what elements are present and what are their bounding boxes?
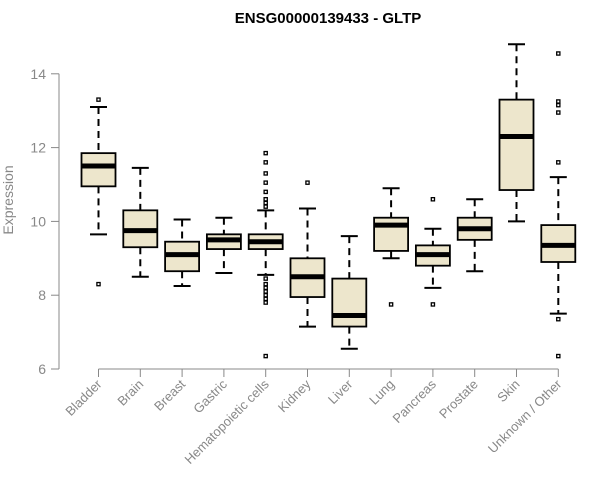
box-group	[122, 166, 159, 278]
x-tick-label: Kidney	[275, 376, 314, 415]
x-tick-label: Unknown / Other	[485, 376, 565, 456]
outlier-point	[388, 302, 394, 307]
y-tick-label: 12	[30, 140, 46, 156]
x-tick-label: Breast	[151, 376, 188, 413]
outlier-point	[556, 99, 561, 104]
box-group	[164, 218, 201, 287]
outlier-point	[556, 102, 561, 108]
outlier-point	[263, 285, 268, 291]
chart-title: ENSG00000139433 - GLTP	[235, 10, 422, 27]
outlier-point	[263, 289, 268, 294]
iqr-box	[498, 98, 535, 191]
y-axis-label: Expression	[0, 165, 16, 234]
box-group	[80, 97, 117, 287]
y-tick-label: 6	[38, 361, 46, 377]
x-tick-label: Skin	[494, 377, 522, 405]
x-tick-label: Liver	[325, 376, 356, 407]
plot-area	[80, 43, 577, 359]
outlier-point	[556, 316, 561, 322]
outlier-point	[263, 150, 268, 156]
y-tick-label: 14	[30, 66, 46, 82]
outlier-point	[96, 281, 101, 287]
outlier-point	[263, 189, 268, 195]
box-group	[456, 198, 493, 273]
outlier-point	[305, 180, 310, 185]
box-group	[205, 216, 242, 275]
box-group	[414, 197, 451, 307]
outlier-point	[263, 300, 268, 305]
outlier-point	[263, 180, 268, 185]
outlier-point	[263, 160, 268, 165]
iqr-box	[80, 152, 117, 188]
outlier-point	[263, 296, 268, 302]
outlier-point	[263, 200, 268, 206]
box-group	[373, 187, 410, 307]
iqr-box	[331, 277, 368, 328]
outlier-point	[556, 51, 561, 56]
outlier-point	[263, 292, 268, 298]
y-tick-label: 8	[38, 287, 46, 303]
outlier-point	[430, 197, 436, 202]
outlier-point	[263, 353, 268, 359]
x-tick-label: Prostate	[436, 377, 481, 422]
outlier-point	[556, 160, 561, 165]
y-tick-label: 10	[30, 213, 46, 229]
x-tick-label: Brain	[114, 377, 146, 409]
outlier-point	[96, 97, 101, 102]
x-tick-label: Lung	[366, 377, 397, 408]
box-group	[540, 51, 577, 359]
outlier-point	[430, 302, 436, 307]
box-group	[247, 150, 284, 359]
outlier-point	[263, 171, 268, 176]
outlier-point	[263, 281, 268, 287]
outlier-point	[263, 197, 268, 202]
x-tick-label: Pancreas	[390, 376, 440, 426]
outlier-point	[263, 204, 268, 209]
outlier-point	[556, 110, 561, 115]
outlier-point	[556, 353, 561, 359]
x-tick-label: Gastric	[190, 376, 230, 416]
y-axis: 6 8 10 12 14	[30, 66, 60, 377]
box-group	[289, 180, 326, 328]
outlier-point	[263, 276, 268, 281]
box-group	[331, 235, 368, 350]
box-group	[498, 43, 535, 223]
x-tick-label: Bladder	[62, 376, 105, 419]
